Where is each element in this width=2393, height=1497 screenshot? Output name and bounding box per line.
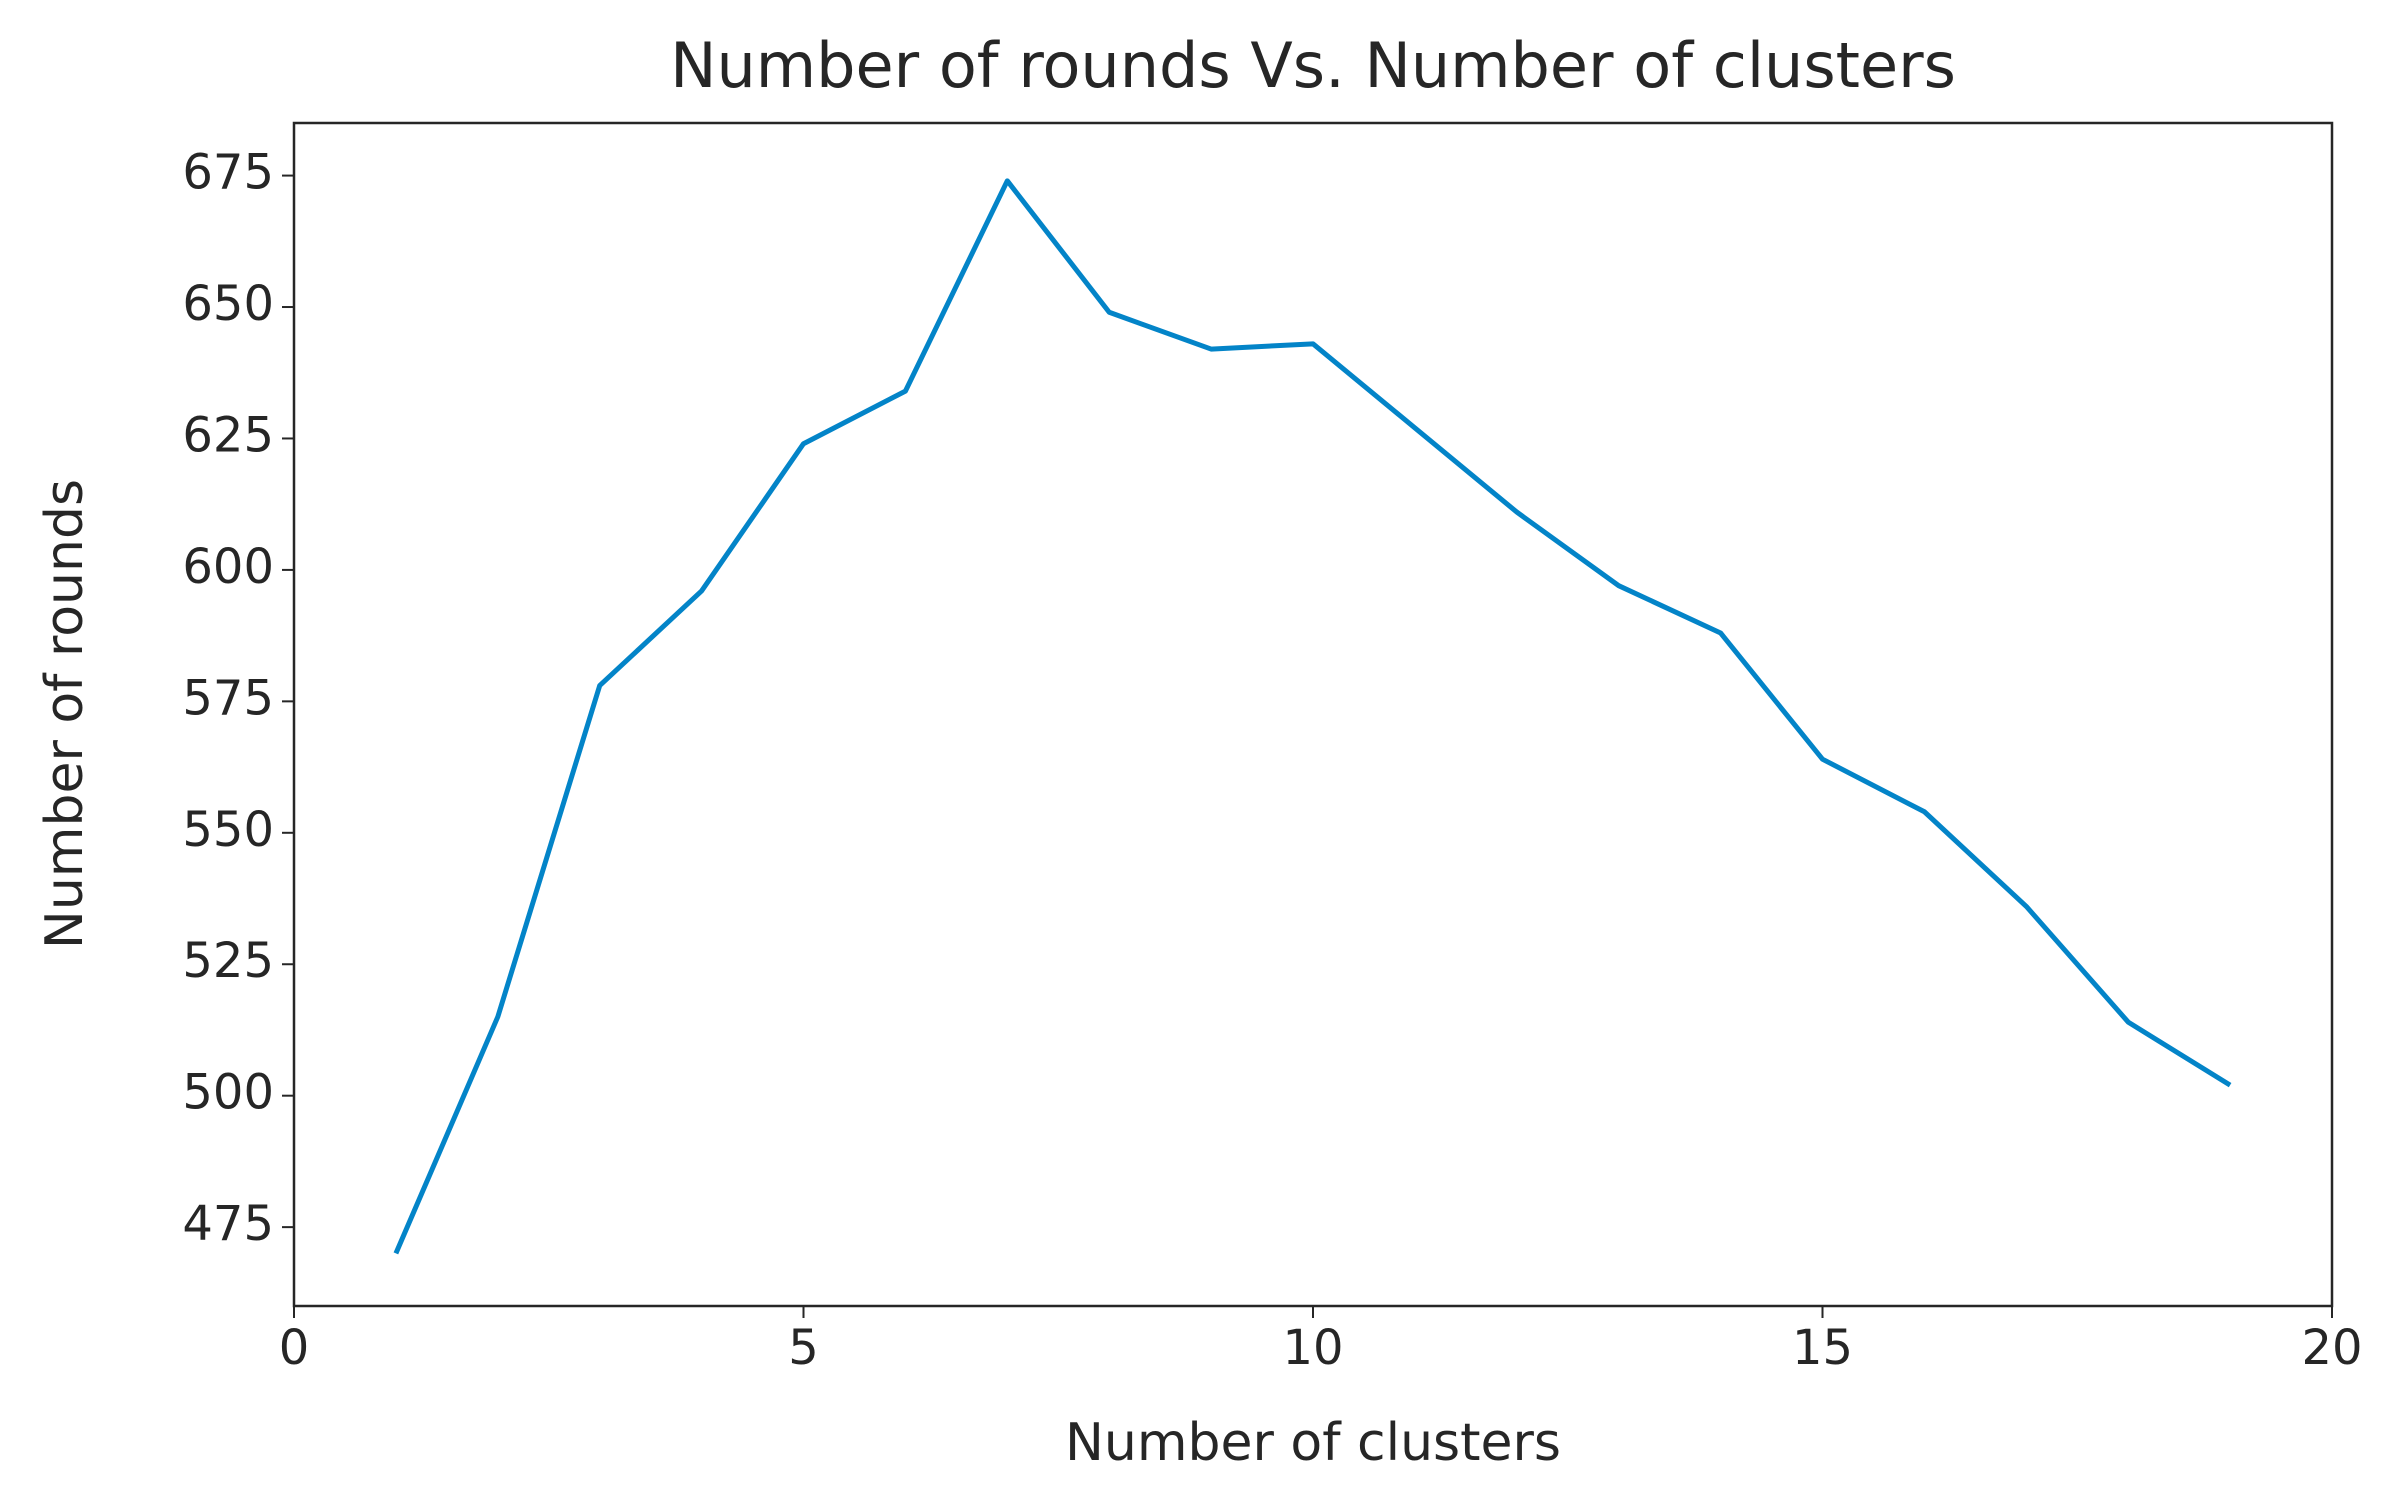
x-axis-label: Number of clusters [1065,1413,1561,1473]
y-tick-label: 625 [182,407,274,463]
y-tick-label: 550 [182,802,274,858]
x-tick-label: 0 [279,1320,310,1376]
plot-frame [292,121,2334,1308]
x-tick-label: 5 [788,1320,819,1376]
x-tick-label: 15 [1792,1320,1853,1376]
y-tick-label: 475 [182,1196,274,1252]
y-tick-label: 575 [182,670,274,726]
y-tick-label: 525 [182,933,274,989]
x-tick-label: 20 [2301,1320,2362,1376]
line [393,178,2232,1255]
y-tick-label: 500 [182,1065,274,1121]
y-tick-label: 600 [182,539,274,595]
x-tick-label: 10 [1282,1320,1343,1376]
chart-title: Number of rounds Vs. Number of clusters [670,29,1956,102]
y-tick-label: 650 [182,276,274,332]
y-axis-label: Number of rounds [35,479,95,949]
y-tick-label: 675 [182,145,274,201]
